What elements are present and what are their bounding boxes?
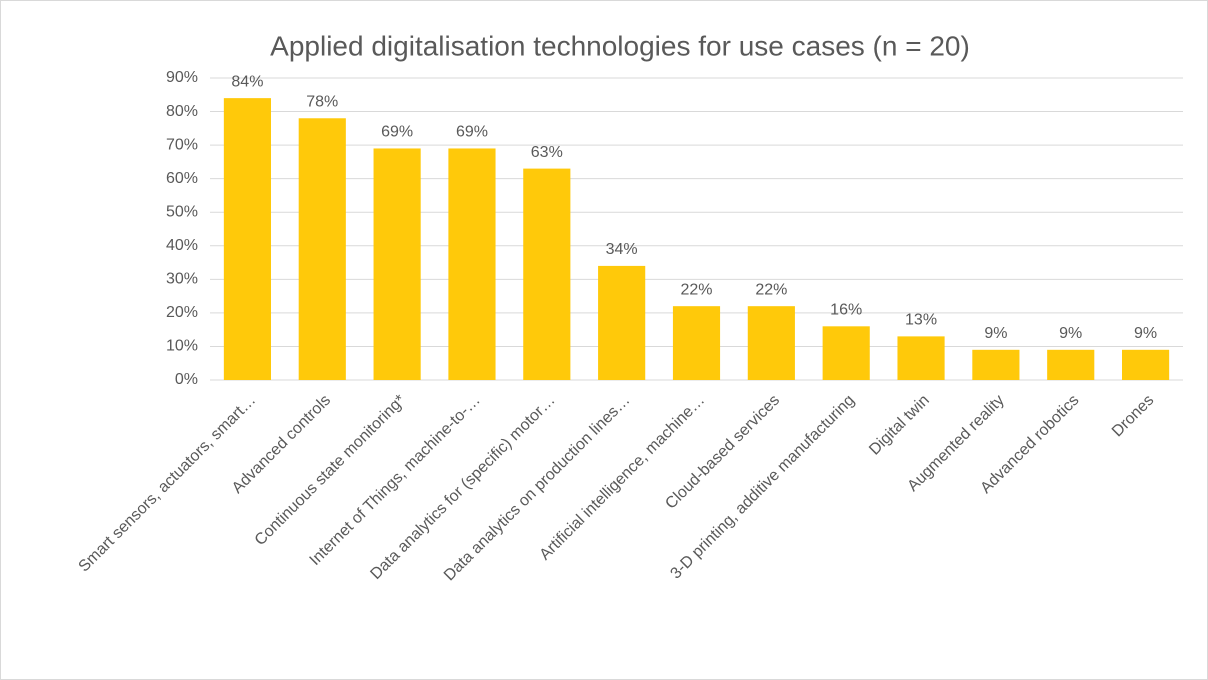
y-tick-label: 20% [166,304,198,321]
bar [523,168,571,380]
bar [598,265,646,380]
data-label: 9% [984,325,1007,342]
data-label: 22% [680,281,712,298]
y-tick-label: 70% [166,136,198,153]
data-label: 22% [755,281,787,298]
bar [822,326,870,380]
data-label: 9% [1059,325,1082,342]
data-label: 63% [531,144,563,161]
bar [1122,349,1170,380]
data-label: 9% [1134,325,1157,342]
bar [298,118,346,381]
data-label: 84% [231,73,263,90]
data-label: 69% [381,124,413,141]
data-label: 34% [606,241,638,258]
bar [672,306,721,380]
bar [1047,349,1095,380]
y-tick-label: 10% [166,338,198,355]
bar [897,336,945,380]
bar [448,148,496,380]
y-tick-label: 80% [166,103,198,120]
data-label: 78% [306,93,338,110]
bar [373,148,421,380]
y-tick-label: 60% [166,170,198,187]
bar [972,349,1020,380]
y-tick-label: 40% [166,237,198,254]
bar [747,306,795,380]
chart-title: Applied digitalisation technologies for … [270,30,970,61]
data-label: 13% [905,312,937,329]
bar [223,98,271,380]
y-tick-label: 30% [166,271,198,288]
y-tick-label: 50% [166,203,198,220]
data-label: 69% [456,124,488,141]
y-tick-label: 0% [175,371,198,388]
y-tick-label: 90% [166,69,198,86]
data-label: 16% [830,302,862,319]
